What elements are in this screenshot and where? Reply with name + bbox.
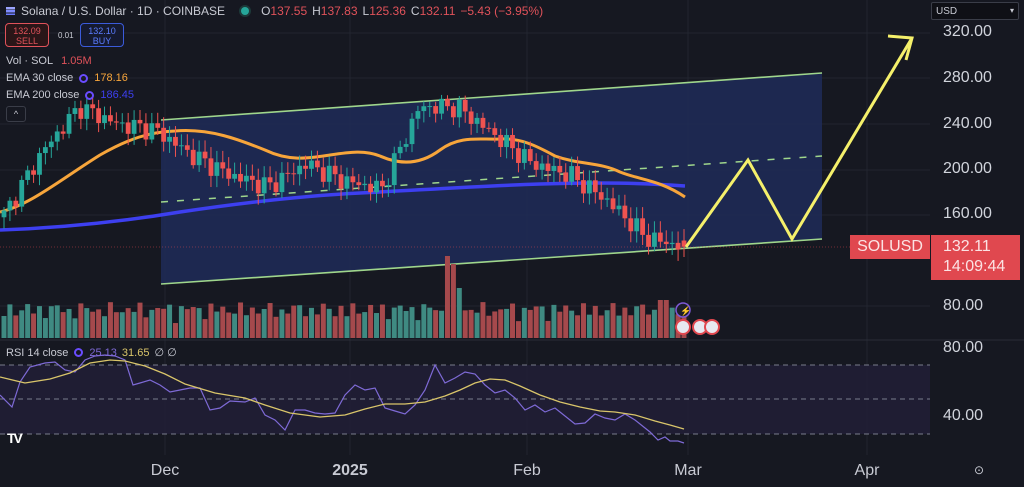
price-axis-label: 280.00	[943, 69, 992, 86]
symbol-price-tag: SOLUSD	[850, 235, 930, 259]
chart-title[interactable]: Solana / U.S. Dollar · 1D · COINBASE	[21, 4, 226, 18]
rsi-line	[0, 354, 685, 444]
rsi-ma-value: 31.65	[121, 346, 150, 359]
bar-countdown: 14:09:44	[943, 258, 1006, 275]
projection-path	[684, 37, 914, 248]
chevron-down-icon: ▾	[1009, 6, 1014, 15]
rsi-value: 25.13	[89, 346, 117, 359]
sell-price: 132.09	[13, 26, 41, 36]
collapse-legend-button[interactable]: ^	[6, 106, 26, 122]
open-value: 137.55	[270, 4, 308, 18]
buy-button[interactable]: 132.10 BUY	[80, 23, 124, 47]
sell-label: SELL	[15, 36, 39, 46]
buy-label: BUY	[92, 36, 112, 46]
volume-label: Vol · SOL	[6, 55, 54, 67]
high-value: 137.83	[320, 4, 358, 18]
ema30-value: 178.16	[94, 72, 128, 84]
buy-price: 132.10	[88, 26, 116, 36]
high-label: H	[312, 4, 321, 18]
low-value: 125.36	[369, 4, 406, 18]
price-axis-label: 80.00	[943, 297, 984, 314]
open-label: O	[261, 4, 271, 18]
price-axis-label: 200.00	[943, 160, 992, 177]
rsi-extra-values: ∅ ∅	[154, 347, 177, 359]
last-price-tag: 132.11 14:09:44	[931, 235, 1020, 280]
ascending-channel	[160, 72, 823, 285]
event-icons: ⚡	[675, 302, 720, 335]
price-axis-label: 320.00	[943, 23, 992, 40]
rsi-ma-line	[0, 359, 685, 430]
low-label: L	[362, 4, 370, 18]
chart-title-row: Solana / U.S. Dollar · 1D · COINBASE O 13…	[6, 4, 548, 18]
ema200-value: 186.45	[100, 89, 135, 101]
rsi-axis-label: 40.00	[943, 407, 984, 424]
time-axis-label: 2025	[332, 462, 368, 479]
time-axis-label: Feb	[513, 462, 541, 479]
ema200-legend[interactable]: EMA 200 close 186.45	[6, 89, 134, 101]
indicator-loading-icon	[74, 348, 84, 357]
market-status-dot	[241, 7, 250, 15]
settings-icon[interactable]: ⊙	[973, 463, 985, 477]
change-value: −5.43 (−3.95%)	[460, 4, 544, 18]
sell-button[interactable]: 132.09 SELL	[5, 23, 49, 47]
rsi-legend[interactable]: RSI 14 close 25.13 31.65 ∅ ∅	[6, 346, 177, 360]
close-value: 132.11	[419, 4, 456, 18]
price-axis-label: 160.00	[943, 205, 992, 222]
spread-value: 0.01	[58, 31, 74, 40]
ema30-label: EMA 30 close	[6, 72, 74, 84]
currency-value: USD	[936, 6, 958, 17]
tradingview-logo[interactable]: TV	[7, 430, 23, 446]
ema200-label: EMA 200 close	[6, 89, 80, 101]
rsi-axis-label: 80.00	[943, 339, 984, 356]
bars-icon	[6, 7, 15, 15]
indicator-loading-icon	[85, 90, 95, 100]
close-label: C	[410, 4, 420, 18]
time-axis-label: Apr	[854, 462, 880, 479]
ema30-line	[0, 129, 686, 214]
currency-select[interactable]: USD ▾	[931, 2, 1019, 20]
rsi-label: RSI 14 close	[6, 346, 69, 359]
time-axis-label: Dec	[150, 462, 180, 479]
volume-value: 1.05M	[61, 55, 92, 67]
indicator-loading-icon	[79, 73, 89, 83]
chevron-up-icon: ^	[13, 109, 19, 119]
price-axis-label: 240.00	[943, 115, 992, 132]
volume-legend[interactable]: Vol · SOL 1.05M	[6, 55, 92, 67]
last-price: 132.11	[943, 238, 991, 255]
time-axis-label: Mar	[674, 462, 702, 479]
ema30-legend[interactable]: EMA 30 close 178.16	[6, 72, 128, 84]
svg-text:⚡: ⚡	[680, 305, 691, 317]
